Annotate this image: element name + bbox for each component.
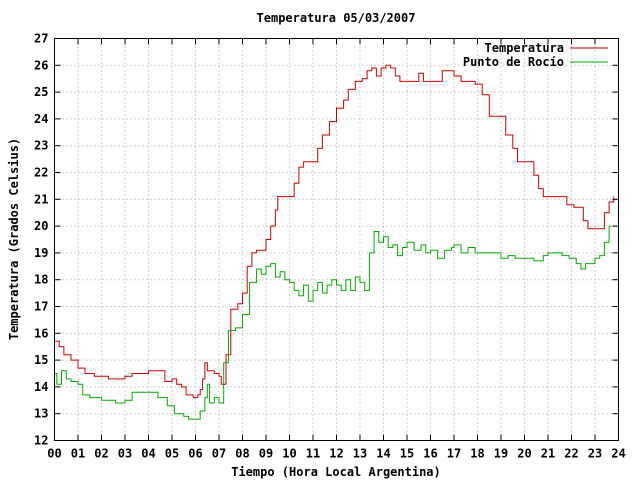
legend-label-temperatura: Temperatura [485, 41, 564, 55]
y-tick-label: 25 [34, 85, 48, 99]
x-tick-label: 04 [141, 447, 155, 461]
x-tick-label: 11 [306, 447, 320, 461]
x-tick-label: 15 [400, 447, 414, 461]
x-tick-label: 16 [423, 447, 437, 461]
y-tick-label: 24 [34, 112, 48, 126]
y-tick-label: 12 [34, 434, 48, 448]
series-line-temperatura [54, 64, 615, 399]
x-axis-label: Tiempo (Hora Local Argentina) [231, 465, 441, 479]
x-tick-label: 14 [376, 447, 390, 461]
y-tick-label: 27 [34, 32, 48, 46]
y-tick-label: 19 [34, 246, 48, 260]
x-tick-label: 12 [329, 447, 343, 461]
tick-labels-layer: 12 13 14 15 16 17 18 19 20 21 22 23 24 25 26 27 00 01 02 03… [34, 32, 626, 461]
x-tick-label: 01 [71, 447, 85, 461]
legend: Temperatura Punto de Rocío [463, 41, 608, 69]
x-tick-label: 21 [541, 447, 555, 461]
x-tick-label: 02 [94, 447, 108, 461]
legend-label-punto-de-rocio: Punto de Rocío [463, 55, 564, 69]
x-tick-label: 07 [212, 447, 226, 461]
x-tick-label: 17 [447, 447, 461, 461]
x-tick-label: 23 [588, 447, 602, 461]
ticks-layer [54, 38, 619, 441]
x-tick-label: 08 [235, 447, 249, 461]
y-tick-label: 23 [34, 139, 48, 153]
x-tick-label: 09 [259, 447, 273, 461]
x-tick-label: 03 [118, 447, 132, 461]
y-tick-label: 18 [34, 273, 48, 287]
grid-layer [54, 38, 619, 441]
x-tick-label: 22 [564, 447, 578, 461]
y-tick-label: 21 [34, 192, 48, 206]
x-tick-label: 00 [47, 447, 61, 461]
y-tick-label: 17 [34, 300, 48, 314]
x-tick-label: 20 [517, 447, 531, 461]
series-layer [54, 64, 615, 420]
x-tick-label: 18 [470, 447, 484, 461]
y-tick-label: 22 [34, 166, 48, 180]
y-tick-label: 26 [34, 58, 48, 72]
x-tick-label: 06 [188, 447, 202, 461]
x-tick-label: 05 [165, 447, 179, 461]
x-tick-label: 13 [353, 447, 367, 461]
x-tick-label: 10 [282, 447, 296, 461]
chart-title: Temperatura 05/03/2007 [257, 11, 416, 25]
y-tick-label: 15 [34, 353, 48, 367]
y-tick-label: 16 [34, 326, 48, 340]
x-tick-label: 24 [611, 447, 625, 461]
y-tick-label: 14 [34, 380, 48, 394]
y-tick-label: 20 [34, 219, 48, 233]
y-tick-label: 13 [34, 407, 48, 421]
series-line-punto-de-rocio [54, 225, 612, 420]
y-axis-label: Temperatura (Grados Celsius) [7, 138, 21, 340]
x-tick-label: 19 [494, 447, 508, 461]
